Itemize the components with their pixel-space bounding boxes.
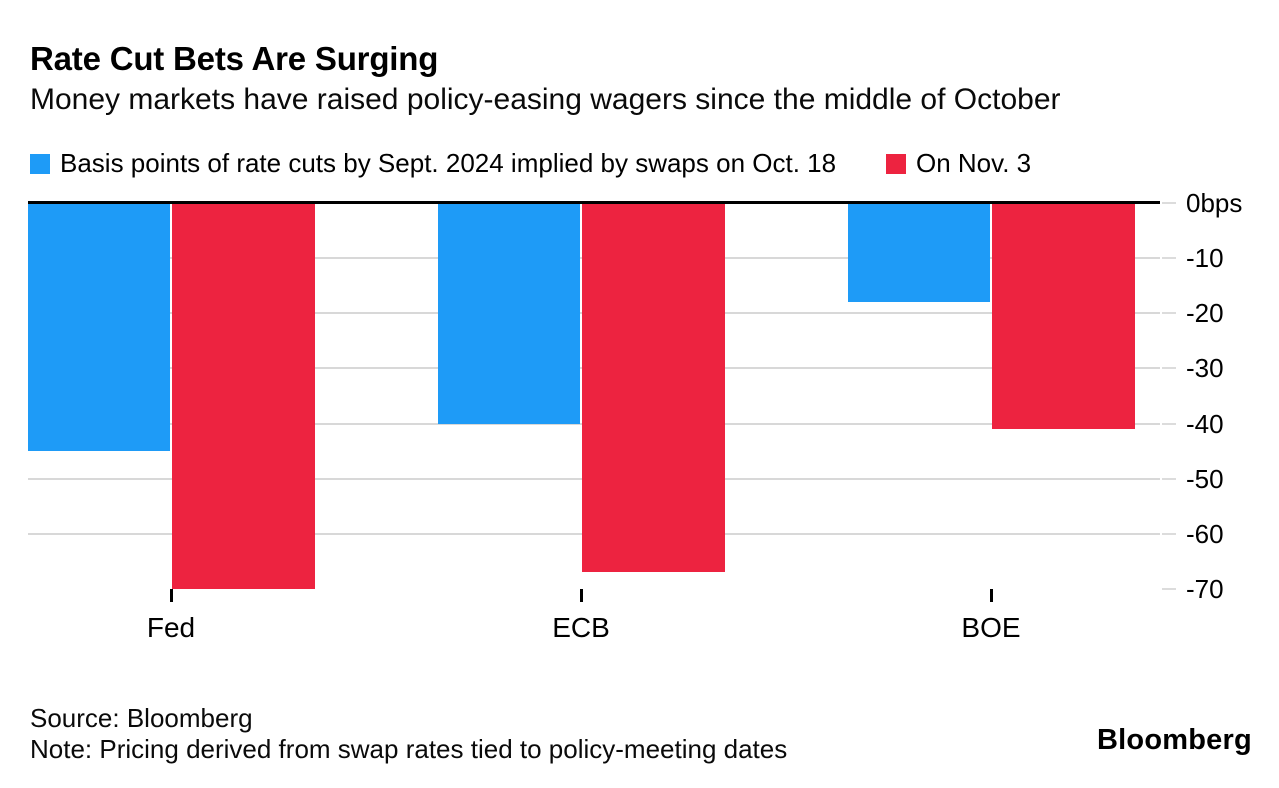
- legend-item-oct18: Basis points of rate cuts by Sept. 2024 …: [30, 148, 836, 179]
- bar-ecb-oct18: [438, 203, 580, 424]
- zero-baseline: [28, 201, 1160, 204]
- category-label-fed: Fed: [146, 612, 196, 643]
- category-label-ecb: ECB: [552, 612, 610, 643]
- bar-fed-oct18: [28, 203, 170, 452]
- ytick-dash--50: [1162, 477, 1176, 480]
- ytick-dash--60: [1162, 532, 1176, 535]
- bar-ecb-nov3: [582, 203, 725, 573]
- legend-swatch-blue: [30, 153, 50, 174]
- xtick-fed: [170, 589, 173, 602]
- ytick-dash--10: [1162, 257, 1176, 260]
- ytick-dash-0: [1162, 202, 1176, 204]
- source-text: Source: Bloomberg: [30, 703, 253, 733]
- bar-boe-nov3: [992, 203, 1135, 430]
- bar-fed-nov3: [172, 203, 315, 589]
- ytick-label--50: -50: [1186, 463, 1224, 494]
- chart-legend: Basis points of rate cuts by Sept. 2024 …: [0, 148, 1279, 178]
- xtick-boe: [990, 589, 993, 602]
- bloomberg-logo: Bloomberg: [1097, 724, 1252, 756]
- ytick-label--40: -40: [1186, 408, 1224, 439]
- ytick-label--10: -10: [1186, 243, 1224, 274]
- legend-label-oct18: Basis points of rate cuts by Sept. 2024 …: [60, 148, 837, 178]
- ytick-label-0: 0bps: [1186, 188, 1243, 218]
- ytick-label--30: -30: [1186, 353, 1224, 384]
- chart-title: Rate Cut Bets Are Surging: [30, 40, 439, 77]
- legend-label-nov3: On Nov. 3: [916, 148, 1032, 178]
- ytick-dash--40: [1162, 422, 1176, 425]
- ytick-dash--70: [1162, 588, 1176, 590]
- ytick-label--70: -70: [1186, 574, 1224, 604]
- legend-swatch-red: [886, 153, 906, 174]
- xtick-ecb: [580, 589, 583, 602]
- ytick-dash--30: [1162, 367, 1176, 370]
- note-text: Note: Pricing derived from swap rates ti…: [30, 734, 788, 764]
- category-label-boe: BOE: [961, 612, 1021, 643]
- bar-boe-oct18: [848, 203, 990, 303]
- legend-item-nov3: On Nov. 3: [886, 148, 1031, 179]
- ytick-label--20: -20: [1186, 298, 1224, 329]
- ytick-dash--20: [1162, 312, 1176, 315]
- chart-subtitle: Money markets have raised policy-easing …: [30, 83, 1061, 116]
- ytick-label--60: -60: [1186, 518, 1224, 549]
